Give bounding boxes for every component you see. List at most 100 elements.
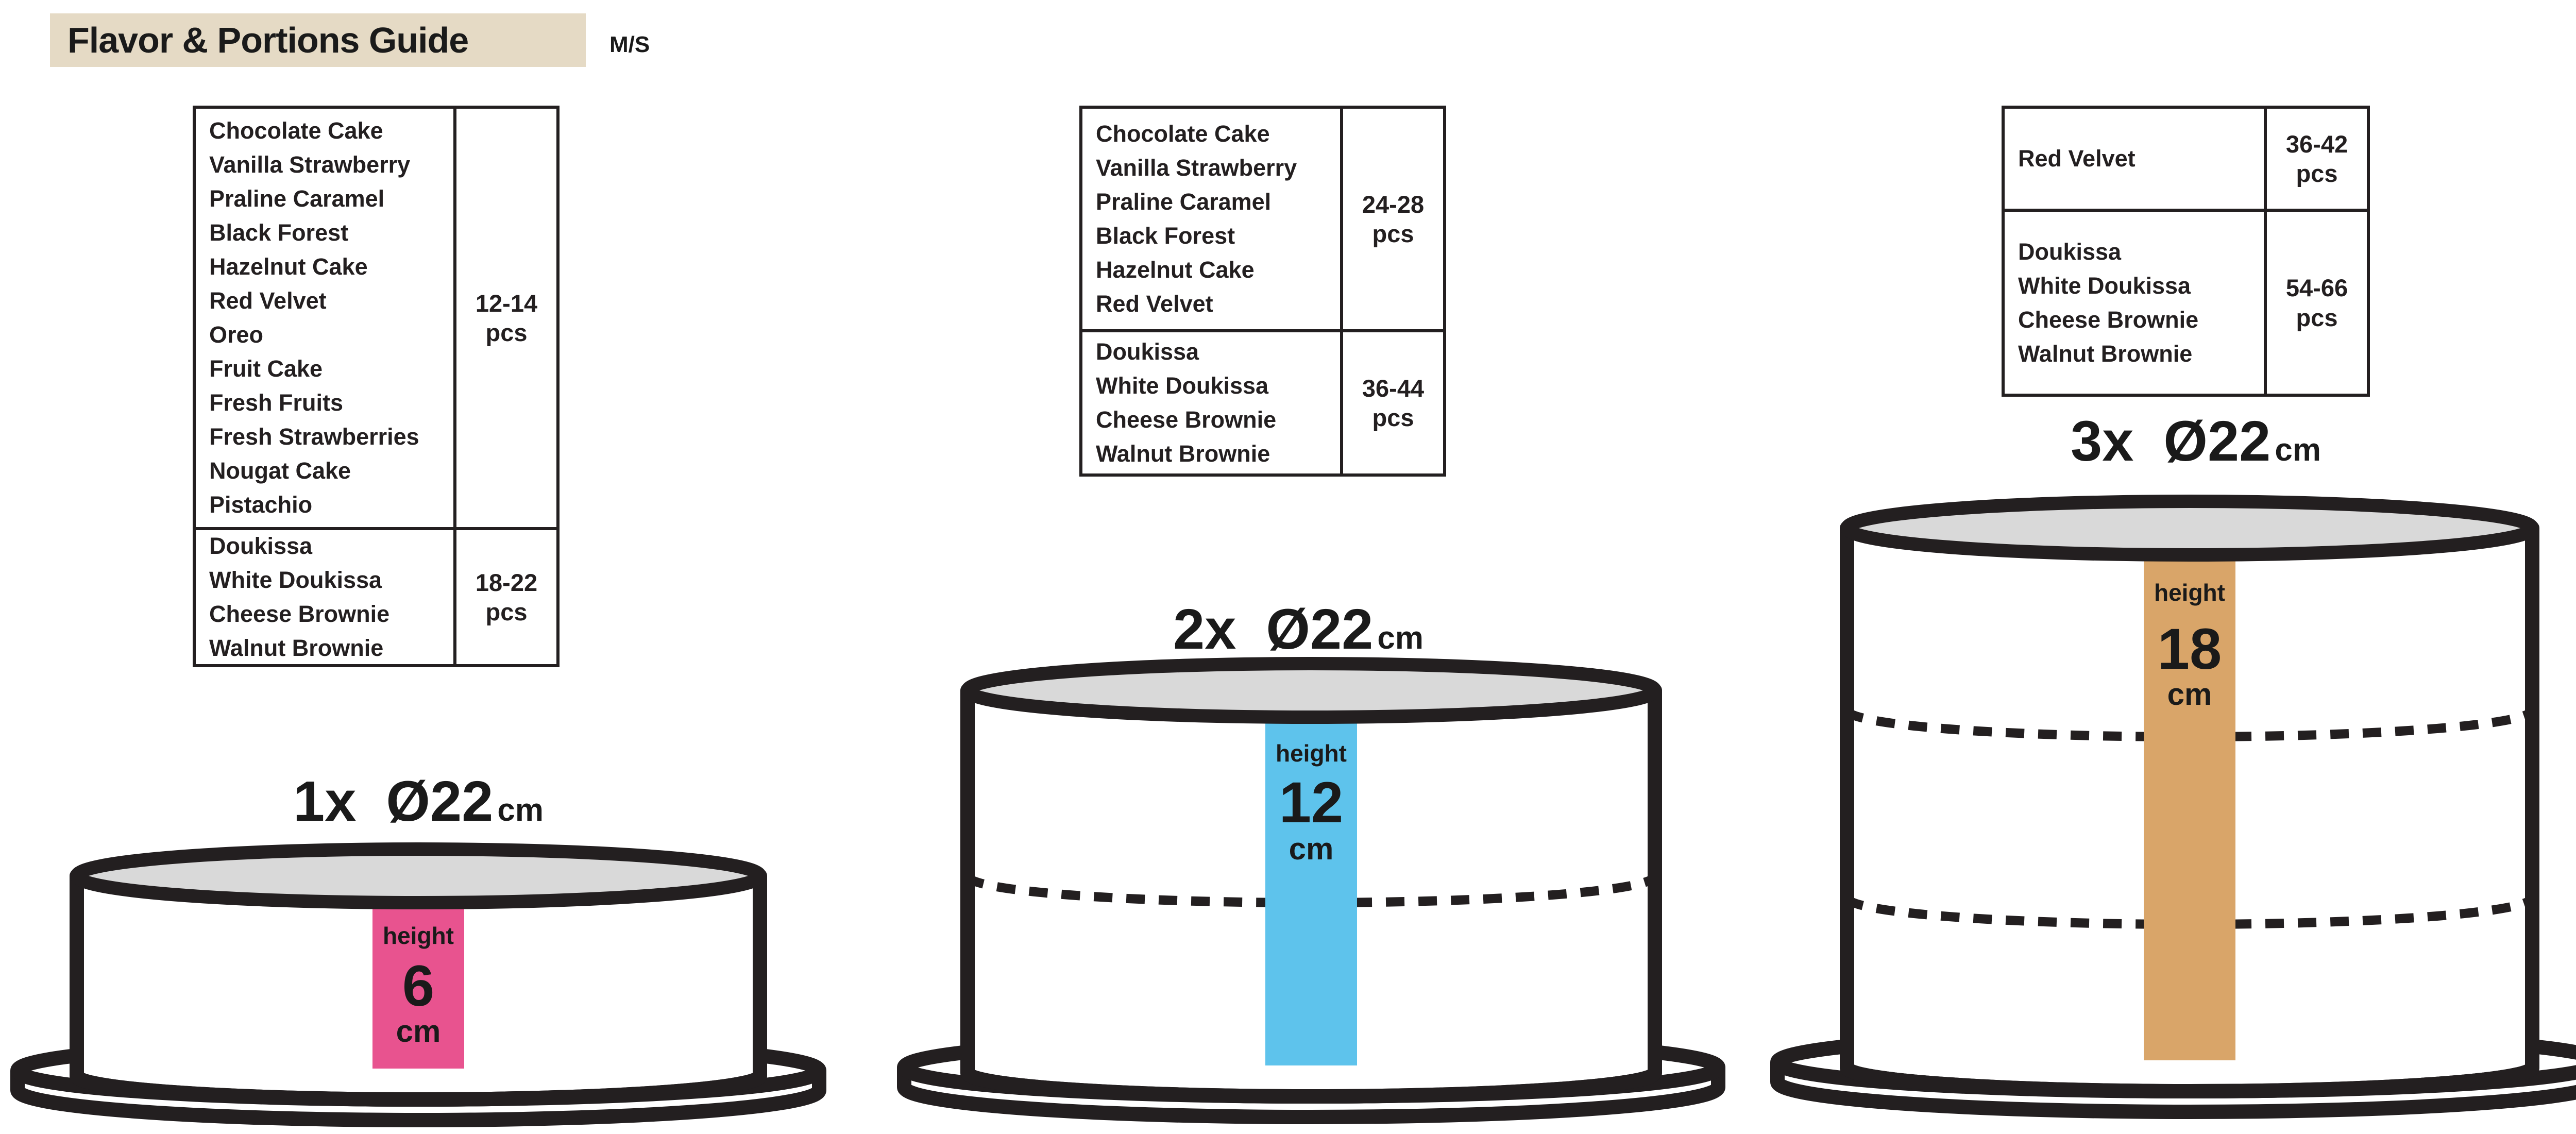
portions-table-2x: Chocolate Cake Vanilla Strawberry Pralin… xyxy=(1079,106,1446,477)
cake-3-illustration: height 18 cm xyxy=(1770,495,2576,1119)
cake-1-height-bar xyxy=(372,904,464,1069)
cake-diameter: Ø22 xyxy=(1266,598,1374,661)
cake-3-height-word: height xyxy=(2154,579,2225,606)
flavor-item: Walnut Brownie xyxy=(1096,441,1270,467)
flavor-item: Doukissa xyxy=(1096,338,1199,365)
cake-1-height-word: height xyxy=(383,922,454,949)
portion-range: 18-22 xyxy=(475,568,538,596)
flavor-item: Praline Caramel xyxy=(1096,189,1272,215)
table-row: Doukissa White Doukissa Cheese Brownie W… xyxy=(2005,209,2367,394)
flavor-item: Chocolate Cake xyxy=(209,117,383,144)
portion-count-cell: 12-14 pcs xyxy=(453,109,556,527)
cake-3-body-outline xyxy=(1840,528,2539,1098)
table-row: Doukissa White Doukissa Cheese Brownie W… xyxy=(196,527,556,664)
flavor-list: Doukissa White Doukissa Cheese Brownie W… xyxy=(196,530,453,664)
portion-unit: pcs xyxy=(485,319,528,346)
flavor-item: Hazelnut Cake xyxy=(1096,257,1255,283)
flavor-item: Fresh Fruits xyxy=(209,390,344,416)
flavor-item: Doukissa xyxy=(2018,238,2122,265)
table-row: Doukissa White Doukissa Cheese Brownie W… xyxy=(1082,329,1443,473)
cake-3-layer-divider xyxy=(1842,708,2537,741)
cake-diameter: Ø22 xyxy=(2163,410,2271,473)
cake-diameter: Ø22 xyxy=(386,770,494,833)
portion-count-cell: 54-66 pcs xyxy=(2264,212,2367,394)
cake-1-height-value: 6 xyxy=(402,954,434,1018)
cake-2-height-unit: cm xyxy=(1289,832,1334,866)
cake-diameter-unit: cm xyxy=(497,792,544,828)
flavor-item: Nougat Cake xyxy=(209,458,351,484)
flavor-item: Vanilla Strawberry xyxy=(1096,155,1297,181)
flavor-item: Doukissa xyxy=(209,533,313,559)
portion-count-cell: 24-28 pcs xyxy=(1340,109,1443,329)
flavor-item: Hazelnut Cake xyxy=(209,253,368,280)
cake-2-size-label: 2x Ø22 cm xyxy=(1173,597,1423,662)
portion-unit: pcs xyxy=(1372,404,1414,431)
flavor-item: Vanilla Strawberry xyxy=(209,151,411,178)
cake-2-height-bar xyxy=(1265,718,1357,1065)
flavor-item: Cheese Brownie xyxy=(1096,407,1277,433)
flavor-list: Doukissa White Doukissa Cheese Brownie W… xyxy=(2005,212,2264,394)
portion-range: 54-66 xyxy=(2285,274,2348,302)
flavor-item: White Doukissa xyxy=(2018,272,2191,299)
cake-3-height-value: 18 xyxy=(2158,617,2222,681)
flavor-item: Walnut Brownie xyxy=(2018,340,2193,367)
portion-unit: pcs xyxy=(485,598,528,625)
table-row: Chocolate Cake Vanilla Strawberry Pralin… xyxy=(196,109,556,527)
cake-1-illustration: height 6 cm xyxy=(10,842,826,1127)
table-row: Chocolate Cake Vanilla Strawberry Pralin… xyxy=(1082,109,1443,329)
flavor-list: Doukissa White Doukissa Cheese Brownie W… xyxy=(1082,332,1340,473)
cake-3-height-bar xyxy=(2144,556,2235,1060)
flavor-item: Fresh Strawberries xyxy=(209,424,419,450)
cake-2-body-outline xyxy=(960,690,1662,1104)
cake-2-top xyxy=(961,657,1662,724)
title-bar: Flavor & Portions Guide xyxy=(50,13,586,67)
cake-3-height-unit: cm xyxy=(2167,677,2212,712)
cake-1-size-label: 1x Ø22 cm xyxy=(293,769,544,834)
cake-2-layer-divider xyxy=(963,874,1659,907)
flavor-item: Fruit Cake xyxy=(209,356,323,382)
portion-range: 12-14 xyxy=(475,289,538,317)
cake-2-height-value: 12 xyxy=(1279,770,1344,835)
cake-3-top xyxy=(1840,495,2539,562)
flavor-item: Praline Caramel xyxy=(209,185,385,212)
flavor-item: Red Velvet xyxy=(1096,291,1213,317)
portion-unit: pcs xyxy=(1372,220,1414,247)
cake-3-layer-divider xyxy=(1842,895,2537,929)
cake-2-illustration: height 12 cm xyxy=(897,657,1725,1124)
cake-diameter-unit: cm xyxy=(2275,432,2321,468)
cake-count: 3x xyxy=(2071,410,2134,473)
portion-count-cell: 36-44 pcs xyxy=(1340,332,1443,473)
portion-count-cell: 18-22 pcs xyxy=(453,530,556,664)
portion-range: 36-44 xyxy=(1362,374,1425,402)
portions-table-1x: Chocolate Cake Vanilla Strawberry Pralin… xyxy=(193,106,560,667)
portion-range: 36-42 xyxy=(2285,130,2348,158)
flavor-item: Red Velvet xyxy=(209,287,327,314)
cake-count: 1x xyxy=(293,770,357,833)
cake-diameter-unit: cm xyxy=(1377,620,1423,656)
portions-table-3x: Red Velvet 36-42 pcs Doukissa White Douk… xyxy=(2002,106,2370,397)
portion-range: 24-28 xyxy=(1362,190,1425,218)
flavor-item: Chocolate Cake xyxy=(1096,121,1270,147)
portion-count-cell: 36-42 pcs xyxy=(2264,109,2367,209)
flavor-list: Red Velvet xyxy=(2005,109,2264,209)
table-row: Red Velvet 36-42 pcs xyxy=(2005,109,2367,209)
flavor-item: Cheese Brownie xyxy=(2018,306,2199,333)
flavor-item: White Doukissa xyxy=(209,567,382,593)
cake-1-top xyxy=(70,842,767,909)
cake-3-size-label: 3x Ø22 cm xyxy=(2071,409,2321,474)
size-code-label: M/S xyxy=(609,32,650,57)
portion-unit: pcs xyxy=(2296,160,2338,187)
flavor-item: Cheese Brownie xyxy=(209,601,390,627)
page-title: Flavor & Portions Guide xyxy=(67,20,469,60)
flavor-item: Black Forest xyxy=(209,219,349,246)
flavor-item: Walnut Brownie xyxy=(209,635,384,661)
flavor-item: Black Forest xyxy=(1096,223,1235,249)
cake-2-height-word: height xyxy=(1276,740,1347,767)
flavor-item: White Doukissa xyxy=(1096,373,1269,399)
cake-count: 2x xyxy=(1173,598,1236,661)
cake-1-height-unit: cm xyxy=(396,1014,441,1048)
flavor-item: Pistachio xyxy=(209,492,313,518)
flavor-item: Red Velvet xyxy=(2018,145,2136,172)
